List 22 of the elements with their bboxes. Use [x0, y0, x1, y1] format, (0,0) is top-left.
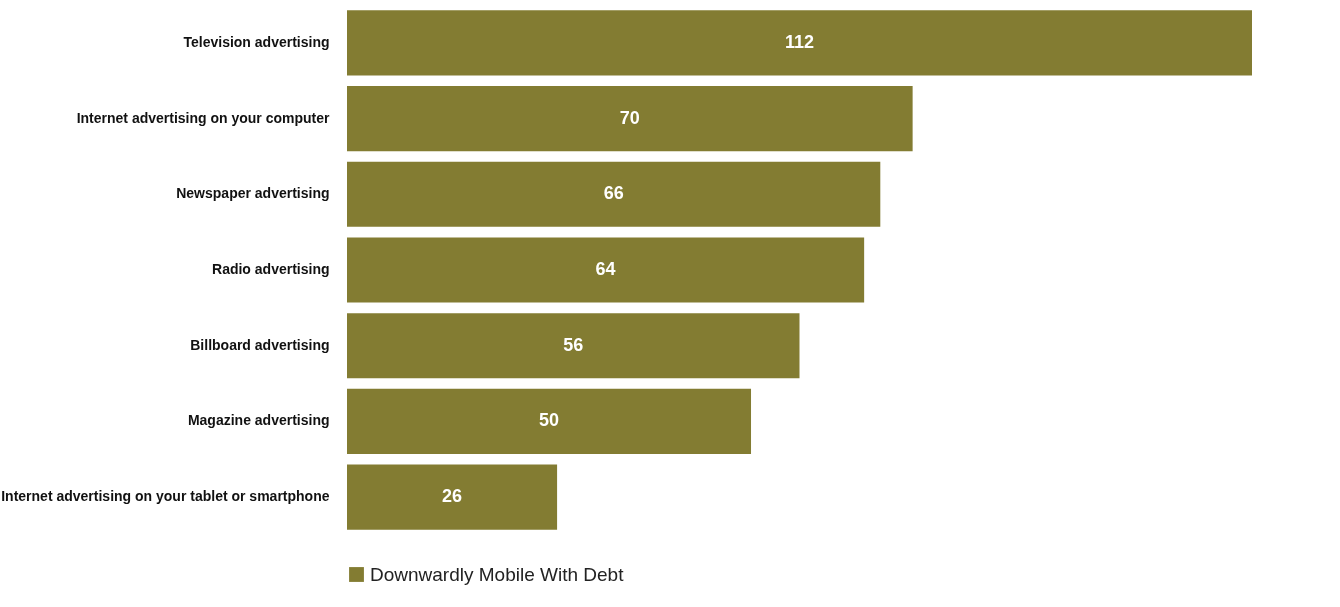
y-tick-label: Magazine advertising: [187, 412, 330, 429]
bar: [347, 161, 881, 227]
data-label: 66: [603, 183, 624, 204]
bar: [347, 10, 1252, 76]
y-tick-label: Radio advertising: [212, 261, 330, 277]
legend-label: Downwardly Mobile With Debt: [370, 563, 625, 585]
bar: [347, 388, 752, 454]
data-label: 70: [619, 107, 640, 128]
bar: [347, 237, 865, 303]
data-label: 112: [784, 31, 815, 52]
bar: [347, 86, 913, 152]
data-label: 26: [442, 486, 463, 507]
y-tick-label: Newspaper advertising: [176, 185, 330, 202]
data-label: 56: [563, 334, 584, 355]
y-tick-label: Billboard advertising: [190, 336, 330, 353]
data-label: 64: [595, 259, 616, 279]
bar: [347, 464, 558, 530]
y-tick-label: Internet advertising on your computer: [76, 109, 331, 126]
y-tick-label: Internet advertising on your tablet or smartphone: [1, 488, 330, 505]
bar: [347, 313, 800, 379]
y-tick-label: Television advertising: [183, 33, 330, 50]
data-label: 50: [538, 410, 560, 431]
